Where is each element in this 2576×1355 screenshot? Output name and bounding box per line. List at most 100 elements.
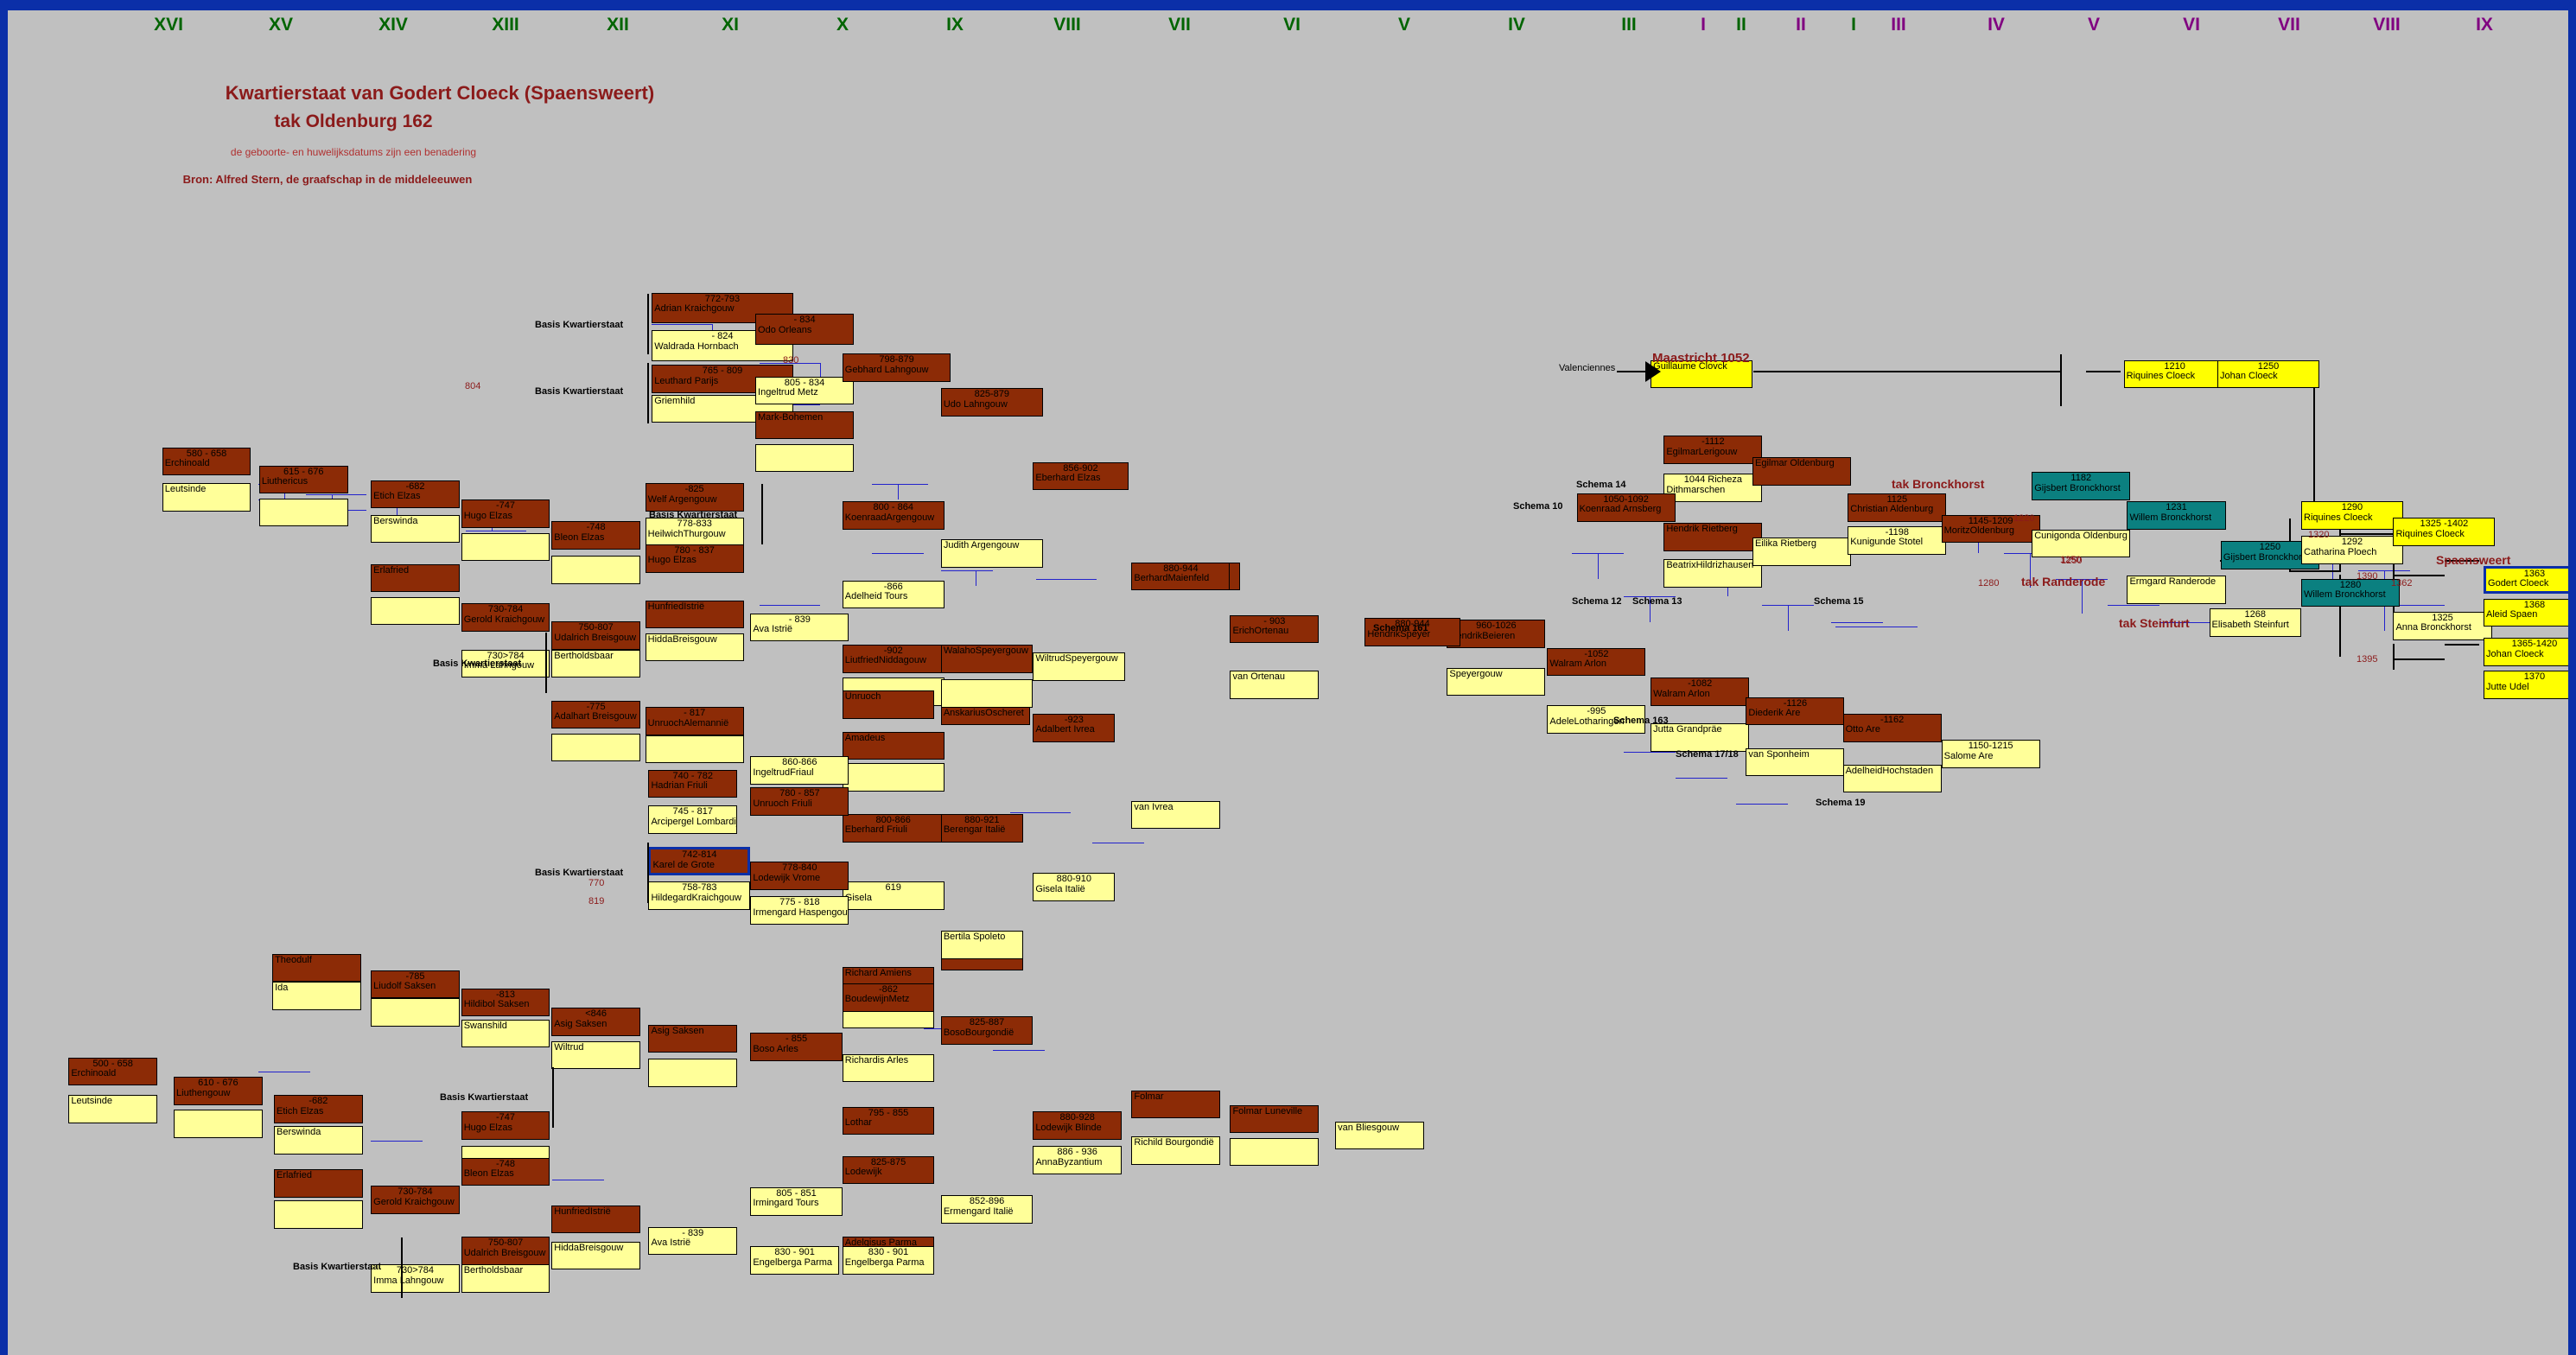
person-box[interactable]: 758-783 HildegardKraichgouw bbox=[648, 881, 751, 910]
person-box[interactable]: van Ivrea bbox=[1131, 800, 1221, 830]
person-box[interactable]: -923 Adalbert Ivrea bbox=[1033, 713, 1116, 742]
person-box[interactable]: 1250 Johan Cloeck bbox=[2217, 359, 2319, 389]
person-box[interactable]: 1145-1209 MoritzOldenburg bbox=[1941, 514, 2040, 544]
person-box[interactable]: 880-944 HendrikSpeyer bbox=[1364, 618, 1460, 647]
person-box[interactable]: 1365-1420 Johan Cloeck bbox=[2484, 638, 2568, 666]
person-box[interactable]: Richardis Arles bbox=[842, 1053, 935, 1083]
person-box[interactable]: -825 Welf Argengouw bbox=[645, 483, 744, 512]
person-box[interactable]: HunfriedIstrië bbox=[551, 1205, 640, 1234]
person-box[interactable]: 825-879 Udo Lahngouw bbox=[940, 388, 1043, 417]
person-box[interactable]: 1050-1092 Koenraad Arnsberg bbox=[1576, 493, 1676, 522]
person-box[interactable]: Berswinda bbox=[371, 514, 460, 544]
person-box[interactable]: -813 Hildibol Saksen bbox=[461, 988, 550, 1017]
person-box[interactable]: WalahoSpeyergouw bbox=[940, 644, 1034, 673]
person-box[interactable]: 880-921 Berengar Italië bbox=[940, 813, 1023, 843]
person-box[interactable]: 1125 Christian Aldenburg bbox=[1848, 493, 1947, 522]
person-box[interactable]: 780 - 837 Hugo Elzas bbox=[645, 544, 744, 573]
person-box[interactable]: 1290 Riquines Cloeck bbox=[2301, 501, 2403, 531]
person-box[interactable]: 880-910 Gisela Italië bbox=[1033, 873, 1116, 902]
person-box[interactable]: 1231 Willem Bronckhorst bbox=[2127, 501, 2226, 531]
person-box[interactable] bbox=[371, 998, 460, 1027]
person-box[interactable] bbox=[273, 1200, 363, 1229]
person-box[interactable]: -785 Liudolf Saksen bbox=[371, 970, 460, 999]
person-box[interactable]: Leutsinde bbox=[162, 483, 251, 512]
person-box[interactable]: 805 - 834 Ingeltrud Metz bbox=[755, 376, 855, 405]
person-box[interactable]: 880-944 BerhardMaienfeld bbox=[1131, 562, 1231, 591]
person-box[interactable]: 795 - 855 Lothar bbox=[842, 1106, 935, 1136]
person-box[interactable]: 742-814 Karel de Grote bbox=[648, 847, 751, 875]
person-box[interactable]: Asig Saksen bbox=[648, 1024, 738, 1053]
person-box[interactable]: 880-928 Lodewijk Blinde bbox=[1033, 1111, 1122, 1140]
person-box[interactable]: Bertholdsbaar bbox=[551, 649, 640, 678]
person-box[interactable]: 825-887 BosoBourgondië bbox=[940, 1016, 1034, 1045]
person-box[interactable]: Jutta Grandpräe bbox=[1651, 723, 1750, 752]
person-box[interactable]: Theodulf bbox=[272, 953, 361, 983]
person-box[interactable]: 730>784 Imma Lahngouw bbox=[461, 649, 550, 678]
person-box[interactable]: 730>784 Imma Lahngouw bbox=[371, 1264, 460, 1293]
person-box[interactable]: 798-879 Gebhard Lahngouw bbox=[842, 353, 951, 382]
person-box[interactable]: HiddaBreisgouw bbox=[551, 1241, 640, 1270]
person-box[interactable]: 780 - 857 Unruoch Friuli bbox=[750, 787, 849, 817]
person-box[interactable]: Folmar bbox=[1131, 1090, 1221, 1119]
person-box[interactable]: Eilika Rietberg bbox=[1752, 538, 1852, 566]
person-box[interactable]: -1126 Diederik Are bbox=[1746, 697, 1845, 726]
person-box[interactable]: 619 Gisela bbox=[842, 881, 945, 910]
person-box[interactable]: Bertila Spoleto bbox=[940, 931, 1023, 959]
person-box[interactable]: 1280 Willem Bronckhorst bbox=[2301, 578, 2401, 608]
person-box[interactable]: 1182 Gijsbert Bronckhorst bbox=[2032, 472, 2131, 500]
person-box[interactable] bbox=[645, 735, 744, 764]
person-box[interactable]: 500 - 658 Erchinoald bbox=[68, 1057, 157, 1086]
person-box[interactable]: 778-840 Lodewijk Vrome bbox=[750, 862, 849, 890]
person-box[interactable]: -682 Etich Elzas bbox=[371, 480, 460, 509]
person-box[interactable]: -902 LiutfriedNiddagouw bbox=[842, 644, 945, 673]
person-box[interactable]: 750-807 Udalrich Breisgouw bbox=[551, 621, 640, 650]
person-box[interactable]: -1052 Walram Arlon bbox=[1547, 647, 1646, 677]
person-box[interactable]: HiddaBreisgouw bbox=[645, 633, 744, 662]
person-box[interactable]: Berswinda bbox=[273, 1126, 363, 1155]
person-box[interactable] bbox=[551, 733, 640, 762]
person-box[interactable]: Ermgard Randerode bbox=[2127, 576, 2226, 604]
person-box[interactable]: - 839 Ava Istrië bbox=[648, 1226, 738, 1256]
person-box[interactable]: -1082 Walram Arlon bbox=[1651, 678, 1750, 706]
person-box[interactable]: WiltrudSpeyergouw bbox=[1033, 652, 1125, 682]
person-box[interactable]: - 834 Odo Orleans bbox=[755, 314, 855, 346]
person-box[interactable] bbox=[551, 556, 640, 584]
person-box[interactable]: 740 - 782 Hadrian Friuli bbox=[648, 769, 738, 798]
person-box[interactable]: 750-807 Udalrich Breisgouw bbox=[461, 1236, 550, 1265]
person-box[interactable]: -1162 Otto Are bbox=[1842, 713, 1942, 742]
person-box[interactable] bbox=[1230, 1137, 1320, 1167]
person-box[interactable]: 960-1026 HendrikBeieren bbox=[1447, 620, 1546, 649]
person-box[interactable] bbox=[842, 762, 945, 792]
person-box[interactable]: 830 - 901 Engelberga Parma bbox=[842, 1246, 935, 1275]
person-box[interactable]: -747 Hugo Elzas bbox=[461, 1111, 550, 1140]
person-box[interactable]: 1268 Elisabeth Steinfurt bbox=[2209, 608, 2301, 637]
person-box[interactable]: 1210 Riquines Cloeck bbox=[2123, 359, 2226, 389]
person-box[interactable]: 615 - 676 Liuthericus bbox=[258, 465, 348, 494]
person-box[interactable]: 830 - 901 Engelberga Parma bbox=[750, 1246, 839, 1275]
person-box[interactable]: -682 Etich Elzas bbox=[273, 1095, 363, 1123]
person-box[interactable]: 610 - 676 Liuthengouw bbox=[174, 1077, 263, 1106]
person-box[interactable]: - 824 Waldrada Hornbach bbox=[652, 330, 793, 362]
person-box[interactable]: 856-902 Eberhard Elzas bbox=[1033, 461, 1129, 491]
person-box[interactable]: AdelheidHochstaden bbox=[1842, 764, 1942, 793]
person-box[interactable]: Judith Argengouw bbox=[940, 539, 1043, 568]
person-box[interactable]: 800-866 Eberhard Friuli bbox=[842, 813, 945, 843]
person-box[interactable]: <846 Asig Saksen bbox=[551, 1008, 640, 1037]
person-box[interactable]: BeatrixHildrizhausen bbox=[1663, 558, 1763, 588]
person-box[interactable]: Erlafried bbox=[273, 1168, 363, 1198]
person-box[interactable]: Guillaume Clovck bbox=[1651, 359, 1752, 389]
person-box[interactable]: Speyergouw bbox=[1447, 667, 1546, 697]
person-box[interactable]: van Sponheim bbox=[1746, 747, 1845, 777]
person-box[interactable]: van Ortenau bbox=[1230, 671, 1320, 700]
person-box[interactable]: 1363 Godert Cloeck bbox=[2484, 565, 2568, 595]
person-box[interactable] bbox=[174, 1110, 263, 1139]
person-box[interactable]: Cunigonda Oldenburg bbox=[2032, 529, 2131, 558]
person-box[interactable]: -866 Adelheid Tours bbox=[842, 580, 945, 609]
person-box[interactable]: 730-784 Gerold Kraichgouw bbox=[371, 1186, 460, 1214]
person-box[interactable]: - 855 Boso Arles bbox=[750, 1033, 843, 1061]
person-box[interactable]: - 839 Ava Istrië bbox=[750, 613, 849, 642]
person-box[interactable] bbox=[648, 1059, 738, 1088]
person-box[interactable]: -862 BoudewijnMetz bbox=[842, 983, 935, 1012]
person-box[interactable]: - 903 ErichOrtenau bbox=[1230, 614, 1320, 644]
